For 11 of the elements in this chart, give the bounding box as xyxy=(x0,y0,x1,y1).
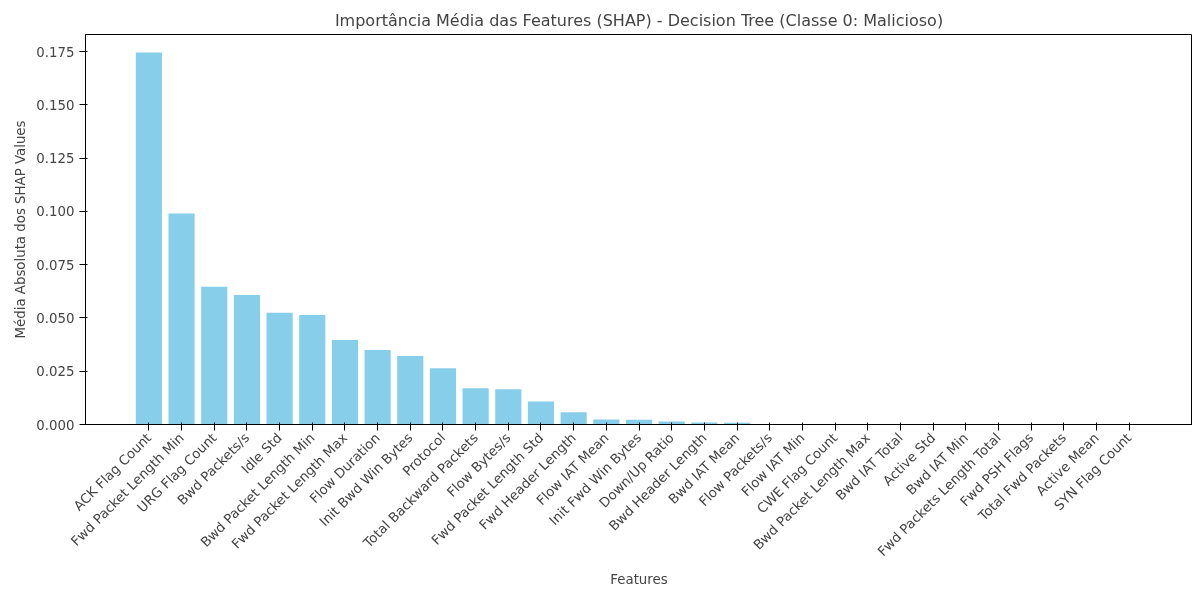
y-tick-label: 0.050 xyxy=(36,310,75,326)
x-axis-title: Features xyxy=(610,572,668,588)
y-tick-label: 0.175 xyxy=(36,44,75,60)
y-tick-label: 0.125 xyxy=(36,151,75,167)
y-axis-title: Média Absoluta dos SHAP Values xyxy=(13,120,29,339)
y-tick-label: 0.100 xyxy=(36,204,75,220)
y-tick-label: 0.150 xyxy=(36,97,75,113)
chart-title: Importância Média das Features (SHAP) - Decision Tree (Classe 0: Malicioso) xyxy=(334,10,944,30)
y-tick-label: 0.025 xyxy=(36,364,75,380)
y-tick-label: 0.075 xyxy=(36,257,75,273)
y-tick-label: 0.000 xyxy=(36,417,75,433)
